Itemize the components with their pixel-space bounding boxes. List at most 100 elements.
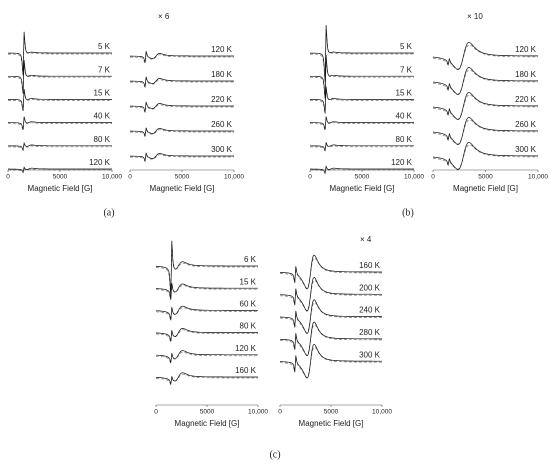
x-axis-label: Magnetic Field [G] xyxy=(299,419,364,428)
spectrum-trace xyxy=(130,127,234,137)
series-label: 180 K xyxy=(211,70,233,79)
x-tick-label: 10,000 xyxy=(224,174,244,181)
x-tick-label: 10,000 xyxy=(404,174,424,181)
spectrum-trace xyxy=(155,328,258,342)
series-label: 6 K xyxy=(244,255,257,264)
series-label: 15 K xyxy=(396,89,413,98)
x-tick-label: 0 xyxy=(308,174,312,181)
simulated-trace xyxy=(432,94,538,120)
x-axis-label: Magnetic Field [G] xyxy=(330,184,395,193)
spectrum-trace xyxy=(8,141,112,152)
x-tick-label: 0 xyxy=(6,174,10,181)
spectrum-trace xyxy=(432,67,538,95)
spectrum-trace xyxy=(280,343,382,379)
series-label: 160 K xyxy=(235,366,257,375)
spectrum-trace xyxy=(310,24,414,83)
series-label: 300 K xyxy=(359,350,381,359)
series-label: 120 K xyxy=(211,45,233,54)
spectrum-trace xyxy=(310,86,414,114)
x-tick-label: 5000 xyxy=(324,409,339,416)
spectrum-trace xyxy=(280,276,382,312)
series-label: 260 K xyxy=(515,120,537,129)
series-label: 15 K xyxy=(240,277,257,286)
series-label: 120 K xyxy=(89,158,111,167)
simulated-trace xyxy=(8,167,112,174)
x-axis-label: Magnetic Field [G] xyxy=(175,419,240,428)
x-tick-label: 10,000 xyxy=(248,409,268,416)
multiplier: × 4 xyxy=(360,235,372,244)
x-tick-label: 10,000 xyxy=(528,174,548,181)
spectrum-trace xyxy=(155,372,258,385)
simulated-trace xyxy=(8,63,112,93)
spectrum-trace xyxy=(280,321,382,357)
x-tick-label: 5000 xyxy=(478,174,493,181)
spectrum-trace xyxy=(310,54,414,99)
x-axis-label: Magnetic Field [G] xyxy=(453,184,518,193)
x-axis-label: Magnetic Field [G] xyxy=(28,184,93,193)
x-tick-label: 5000 xyxy=(175,174,190,181)
subfigure-label: (b) xyxy=(402,207,414,218)
series-label: 80 K xyxy=(94,135,111,144)
series-label: 7 K xyxy=(400,65,413,74)
simulated-trace xyxy=(432,44,538,70)
simulated-trace xyxy=(310,29,414,80)
series-label: 120 K xyxy=(515,45,537,54)
simulated-trace xyxy=(280,346,382,378)
simulated-trace xyxy=(280,279,382,311)
spectrum-trace xyxy=(432,42,538,70)
series-label: 240 K xyxy=(359,306,381,315)
spectrum-trace xyxy=(8,31,112,76)
spectrum-trace xyxy=(155,305,258,321)
spectrum-trace xyxy=(130,101,234,112)
x-tick-label: 0 xyxy=(278,409,282,416)
spectrum-trace xyxy=(155,350,258,363)
multiplier: × 10 xyxy=(467,12,483,21)
spectrum-trace xyxy=(8,166,112,174)
series-label: 160 K xyxy=(359,261,381,270)
spectrum-trace xyxy=(432,117,538,145)
series-label: 7 K xyxy=(98,65,111,74)
spectrum-trace xyxy=(130,152,234,162)
x-tick-label: 5000 xyxy=(53,174,68,181)
x-tick-label: 0 xyxy=(431,174,435,181)
simulated-trace xyxy=(130,77,234,89)
simulated-trace xyxy=(130,102,234,114)
series-label: 280 K xyxy=(359,328,381,337)
series-label: 260 K xyxy=(211,120,233,129)
series-label: 80 K xyxy=(240,322,257,331)
subfigure-label: (c) xyxy=(269,449,280,460)
spectrum-trace xyxy=(432,92,538,120)
subfigure-label: (a) xyxy=(103,207,114,218)
x-tick-label: 5000 xyxy=(355,174,370,181)
x-axis-label: Magnetic Field [G] xyxy=(150,184,215,193)
series-label: 300 K xyxy=(515,145,537,154)
simulated-trace xyxy=(432,144,538,170)
spectrum-trace xyxy=(156,283,258,300)
spectrum-trace xyxy=(8,116,112,130)
series-label: 60 K xyxy=(240,300,257,309)
series-label: 40 K xyxy=(396,112,413,121)
series-label: 120 K xyxy=(235,344,257,353)
series-label: 200 K xyxy=(359,283,381,292)
simulated-trace xyxy=(156,307,258,322)
simulated-trace xyxy=(156,285,258,300)
series-label: 180 K xyxy=(515,70,537,79)
multiplier: × 6 xyxy=(158,12,170,21)
series-label: 220 K xyxy=(515,95,537,104)
simulated-trace xyxy=(310,89,414,113)
series-label: 120 K xyxy=(391,158,413,167)
x-tick-label: 10,000 xyxy=(102,174,122,181)
simulated-trace xyxy=(280,324,382,356)
simulated-trace xyxy=(432,119,538,145)
spectrum-trace xyxy=(156,240,258,298)
series-label: 220 K xyxy=(211,95,233,104)
spectrum-trace xyxy=(130,51,234,63)
x-tick-label: 0 xyxy=(154,409,158,416)
simulated-trace xyxy=(156,351,258,365)
spectrum-trace xyxy=(280,299,382,334)
series-label: 40 K xyxy=(94,112,111,121)
series-label: 5 K xyxy=(400,42,413,51)
series-label: 5 K xyxy=(98,42,111,51)
series-label: 80 K xyxy=(396,135,413,144)
